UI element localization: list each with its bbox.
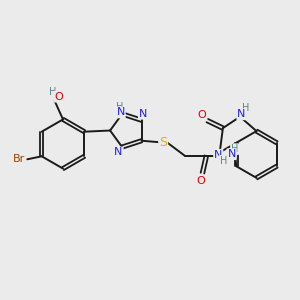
Text: N: N: [116, 107, 125, 118]
Text: H: H: [50, 87, 57, 98]
Text: O: O: [54, 92, 63, 102]
Text: H: H: [242, 103, 249, 113]
Text: N: N: [237, 109, 246, 119]
Text: N: N: [114, 147, 123, 158]
Text: H: H: [220, 156, 227, 166]
Text: N: N: [214, 150, 222, 160]
Text: O: O: [197, 110, 206, 120]
Text: O: O: [196, 176, 205, 186]
Text: S: S: [159, 136, 167, 149]
Text: N: N: [139, 109, 147, 119]
Text: H: H: [231, 144, 238, 154]
Text: Br: Br: [13, 154, 25, 164]
Text: H: H: [116, 102, 123, 112]
Text: N: N: [227, 149, 236, 159]
